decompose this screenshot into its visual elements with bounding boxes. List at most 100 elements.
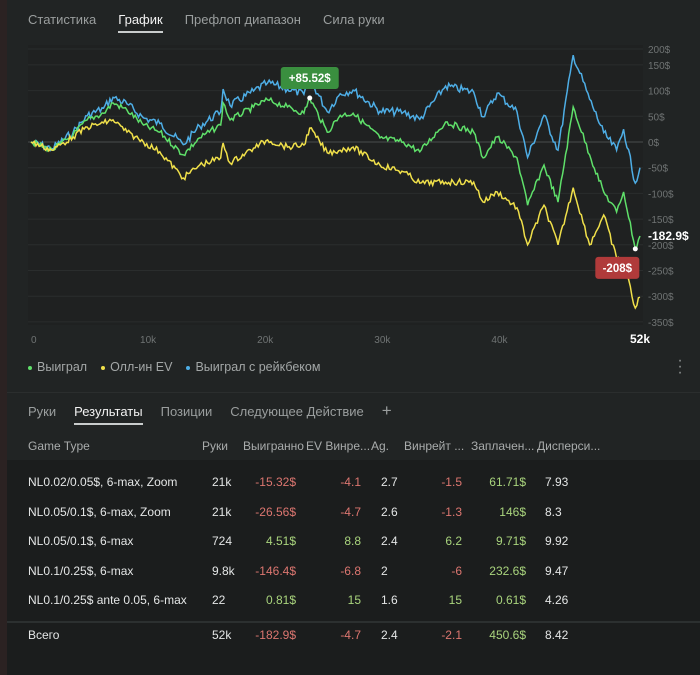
- legend-item-allin-ev[interactable]: Олл-ин EV: [101, 360, 172, 374]
- point-marker: [632, 246, 638, 252]
- y-tick-label: -350$: [648, 318, 674, 329]
- chart-legend: Выиграл Олл-ин EV Выиграл с рейкбеком: [28, 360, 320, 374]
- table-row[interactable]: NL0.05/0.1$, 6-max 724 4.51$ 8.8 2.4 6.2 9.71$…: [0, 534, 700, 554]
- point-marker: [307, 95, 313, 101]
- header-ev-winrate[interactable]: EV Винре...: [306, 439, 371, 453]
- table-cell: 2.7: [381, 475, 398, 489]
- table-cell: -15.32$: [255, 475, 296, 489]
- tab-hand-strength[interactable]: Сила руки: [322, 12, 385, 27]
- top-tabs: Статистика График Префлоп диапазон Сила …: [28, 12, 385, 33]
- y-tick-label: -300$: [648, 292, 674, 303]
- table-cell: -1.3: [441, 504, 462, 519]
- table-cell: 21k: [212, 475, 232, 489]
- table-cell: 0.81$: [265, 593, 296, 608]
- y-tick-label: 0$: [648, 138, 660, 149]
- table-cell: -1.5: [441, 475, 462, 489]
- legend-item-won[interactable]: Выиграл: [28, 360, 87, 374]
- table-total-row[interactable]: Всего 52k -182.9$ -4.7 2.4 -2.1 450.6$ 8.42: [0, 628, 700, 648]
- tab-positions[interactable]: Позиции: [160, 404, 213, 419]
- series-line-0: [30, 96, 641, 251]
- table-cell: 4.26: [545, 593, 569, 608]
- table-cell: -2.1: [441, 628, 462, 642]
- table-cell: -4.1: [340, 475, 361, 489]
- y-tick-label: -100$: [648, 189, 674, 200]
- header-winrate[interactable]: Винрейт ...: [404, 439, 465, 453]
- total-divider: [7, 621, 700, 623]
- table-cell: 6.2: [445, 534, 462, 549]
- table-cell: 2.6: [381, 504, 398, 519]
- table-cell: -4.7: [340, 504, 361, 519]
- header-game-type[interactable]: Game Type: [28, 439, 90, 453]
- tab-statistics[interactable]: Статистика: [28, 12, 97, 27]
- header-variance[interactable]: Дисперси...: [537, 439, 601, 453]
- add-tab-button[interactable]: +: [381, 401, 392, 420]
- current-value-label: -182.9$: [648, 229, 689, 243]
- table-cell: 9.47: [545, 563, 569, 578]
- tab-next-action[interactable]: Следующее Действие: [230, 404, 364, 419]
- table-cell: 61.71$: [489, 475, 526, 489]
- table-cell: 724: [212, 534, 233, 549]
- legend-label: Олл-ин EV: [110, 360, 173, 374]
- header-hands[interactable]: Руки: [202, 439, 228, 453]
- table-cell: 15: [448, 593, 462, 608]
- table-cell: 2.4: [381, 534, 398, 549]
- max-label: +85.52$: [289, 73, 331, 85]
- y-tick-label: 50$: [648, 112, 665, 123]
- table-cell: 52k: [212, 628, 232, 642]
- y-tick-label: -200$: [648, 241, 674, 252]
- y-tick-label: 100$: [648, 87, 671, 98]
- tab-hands[interactable]: Руки: [28, 404, 57, 419]
- bottom-tabs: Руки Результаты Позиции Следующее Действ…: [28, 401, 392, 425]
- min-tooltip: [595, 256, 640, 279]
- plot-area: [28, 45, 643, 325]
- table-cell: 9.8k: [212, 563, 235, 578]
- table-cell: 8.8: [344, 534, 361, 549]
- max-tooltip: [280, 67, 339, 90]
- table-row[interactable]: NL0.05/0.1$, 6-max, Zoom 21k -26.56$ -4.7 2.…: [0, 505, 700, 525]
- legend-dot-icon: [101, 365, 106, 370]
- table-cell: NL0.02/0.05$, 6-max, Zoom: [28, 475, 178, 489]
- x-tick-label: 30k: [374, 335, 391, 346]
- tab-preflop-range[interactable]: Префлоп диапазон: [184, 12, 301, 27]
- header-rake-paid[interactable]: Заплачен...: [471, 439, 535, 453]
- series-line-2: [30, 54, 641, 185]
- table-cell: -26.56$: [255, 504, 296, 519]
- header-won[interactable]: Выигранно: [243, 439, 304, 453]
- table-cell: 4.51$: [265, 534, 296, 549]
- results-table-body: [7, 460, 700, 675]
- table-cell: 2.4: [381, 628, 398, 642]
- y-tick-label: 150$: [648, 61, 671, 72]
- min-label: -208$: [603, 263, 633, 275]
- table-cell: Всего: [28, 628, 60, 642]
- table-cell: -146.4$: [255, 563, 296, 578]
- table-cell: -6.8: [340, 563, 361, 578]
- table-cell: NL0.05/0.1$, 6-max: [28, 534, 134, 549]
- legend-item-won-rakeback[interactable]: Выиграл с рейкбеком: [186, 360, 320, 374]
- y-tick-label: -50$: [648, 164, 668, 175]
- table-row[interactable]: NL0.1/0.25$ ante 0.05, 6-max 22 0.81$ 15 1.6…: [0, 593, 700, 613]
- more-options-icon[interactable]: · · ·: [677, 352, 683, 381]
- table-cell: 1.6: [381, 593, 398, 608]
- table-cell: -182.9$: [255, 628, 296, 642]
- table-cell: 146$: [499, 504, 526, 519]
- x-tick-label: 40k: [491, 335, 508, 346]
- table-row[interactable]: NL0.02/0.05$, 6-max, Zoom 21k -15.32$ -4.1 2…: [0, 475, 700, 495]
- legend-label: Выиграл: [37, 360, 88, 374]
- table-cell: 2: [381, 563, 388, 578]
- legend-dot-icon: [186, 365, 191, 370]
- series-line-1: [30, 117, 641, 310]
- table-cell: 8.3: [545, 504, 562, 519]
- x-tick-label: 10k: [140, 335, 157, 346]
- tab-graph[interactable]: График: [118, 12, 163, 33]
- table-cell: NL0.1/0.25$ ante 0.05, 6-max: [28, 593, 187, 608]
- window-edge: [0, 0, 7, 675]
- table-cell: 0.61$: [495, 593, 526, 608]
- tab-results[interactable]: Результаты: [74, 404, 143, 425]
- y-tick-label: -150$: [648, 215, 674, 226]
- table-row[interactable]: NL0.1/0.25$, 6-max 9.8k -146.4$ -6.8 2 -6 232.…: [0, 564, 700, 584]
- header-aggression[interactable]: Ag.: [371, 439, 390, 453]
- table-cell: NL0.05/0.1$, 6-max, Zoom: [28, 504, 171, 519]
- table-cell: 8.42: [545, 628, 569, 642]
- legend-dot-icon: [28, 365, 32, 370]
- table-cell: 9.92: [545, 534, 569, 549]
